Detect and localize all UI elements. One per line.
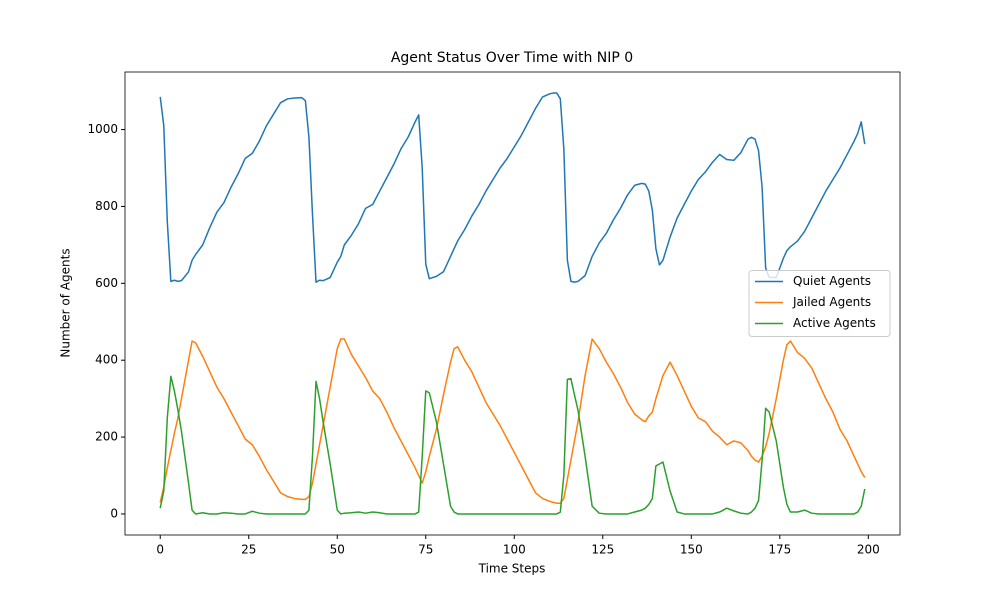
x-tick-label: 125 xyxy=(591,543,614,557)
x-tick-label: 50 xyxy=(330,543,345,557)
x-tick-label: 100 xyxy=(503,543,526,557)
legend: Quiet Agents Jailed Agents Active Agents xyxy=(748,270,891,337)
y-tick-label: 400 xyxy=(95,353,118,367)
series-line xyxy=(159,338,866,504)
y-tick-label: 800 xyxy=(95,199,118,213)
x-tick-label: 175 xyxy=(768,543,791,557)
legend-label: Quiet Agents xyxy=(793,274,871,288)
legend-label: Jailed Agents xyxy=(792,295,871,309)
y-axis-label: Number of Agents xyxy=(59,248,73,357)
x-tick-label: 25 xyxy=(241,543,256,557)
x-tick-label: 75 xyxy=(418,543,433,557)
series-line xyxy=(159,375,866,515)
y-tick-label: 0 xyxy=(110,506,118,520)
y-tick-label: 200 xyxy=(95,430,118,444)
x-axis-label: Time Steps xyxy=(478,562,546,576)
plot-frame xyxy=(124,71,901,536)
y-tick-label: 1000 xyxy=(87,122,118,136)
x-tick-label: 200 xyxy=(857,543,880,557)
x-tick-label: 150 xyxy=(680,543,703,557)
y-tick-label: 600 xyxy=(95,276,118,290)
x-tick-label: 0 xyxy=(156,543,164,557)
series-line xyxy=(159,92,866,283)
legend-box xyxy=(748,270,891,337)
legend-label: Active Agents xyxy=(793,316,876,330)
chart-title: Agent Status Over Time with NIP 0 xyxy=(391,50,633,66)
